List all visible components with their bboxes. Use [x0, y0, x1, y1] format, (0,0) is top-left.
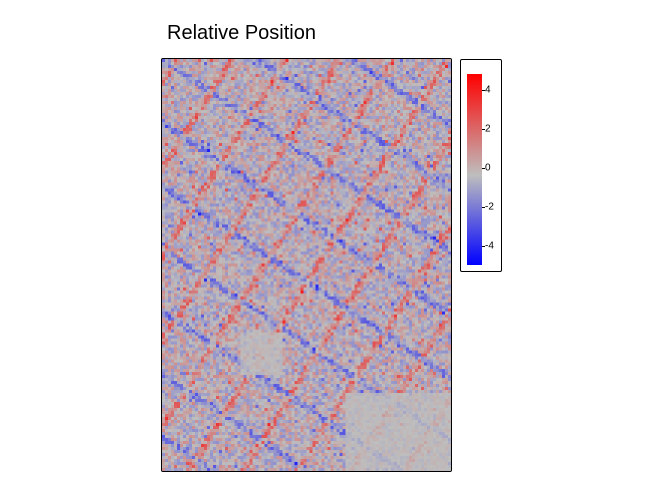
legend-tick: [482, 128, 485, 130]
chart-title: Relative Position: [167, 22, 316, 44]
colorbar: [467, 74, 482, 265]
legend-tick-label: -4: [485, 240, 494, 251]
legend-tick-label: 0: [485, 162, 491, 174]
legend-tick: [482, 245, 485, 247]
legend-tick-label: 2: [485, 123, 491, 135]
legend-tick: [482, 89, 485, 91]
raster-panel: [161, 58, 452, 472]
raster-heatmap: [162, 59, 451, 471]
color-legend: 4 2 0 -2 -4: [460, 59, 502, 272]
legend-tick: [482, 206, 485, 208]
legend-tick: [482, 167, 485, 169]
legend-tick-label: 4: [485, 84, 491, 96]
legend-tick-label: -2: [485, 201, 494, 213]
